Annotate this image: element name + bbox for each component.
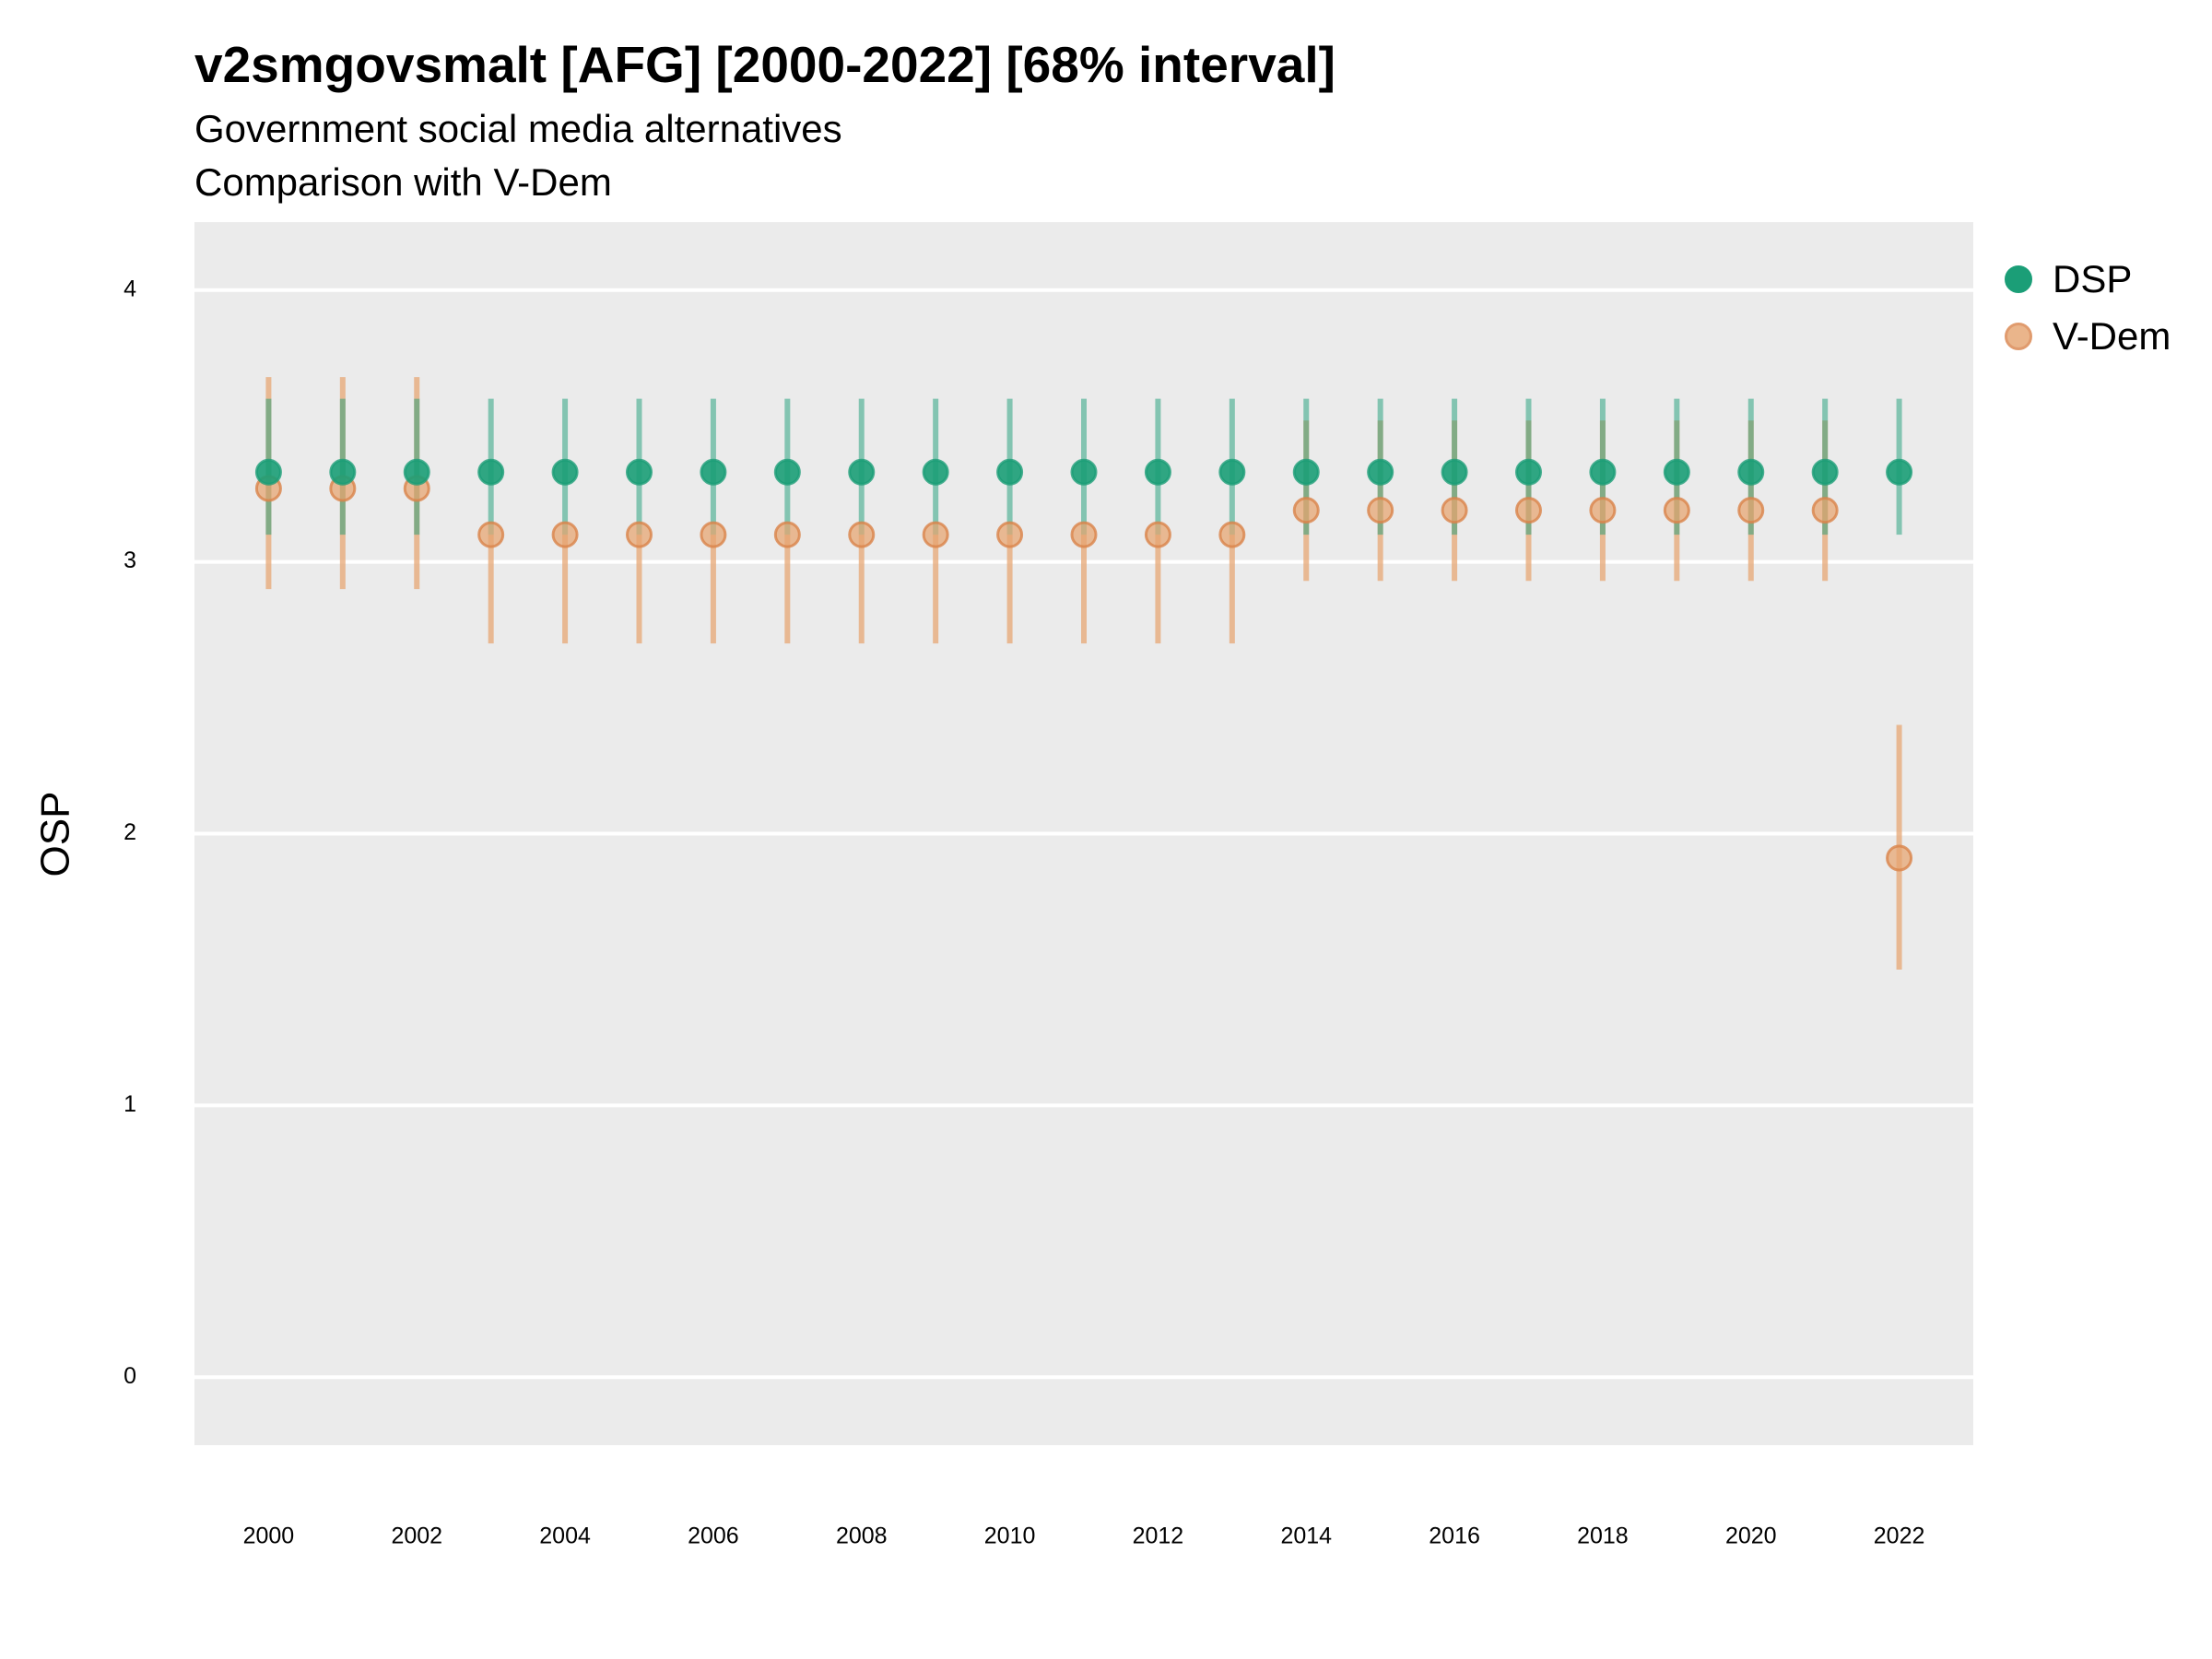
- point-dsp: [700, 458, 727, 486]
- x-tick-label: 2000: [243, 1524, 295, 1549]
- point-vdem: [1070, 521, 1098, 548]
- x-tick-label: 2014: [1280, 1524, 1332, 1549]
- y-tick-label: 1: [124, 1091, 136, 1117]
- point-dsp: [626, 458, 653, 486]
- point-dsp: [1144, 458, 1171, 486]
- point-dsp: [1218, 458, 1246, 486]
- point-vdem: [1663, 497, 1690, 524]
- point-dsp: [1070, 458, 1098, 486]
- point-vdem: [1292, 497, 1320, 524]
- legend-swatch-vdem: [2005, 323, 2032, 350]
- point-dsp: [773, 458, 801, 486]
- chart-title: v2smgovsmalt [AFG] [2000-2022] [68% inte…: [194, 36, 1335, 93]
- point-vdem: [1367, 497, 1394, 524]
- x-tick-label: 2020: [1725, 1524, 1777, 1549]
- x-tick-label: 2008: [836, 1524, 888, 1549]
- point-dsp: [329, 458, 357, 486]
- legend-item-vdem: V-Dem: [2005, 308, 2171, 365]
- point-dsp: [1737, 458, 1765, 486]
- chart-subtitle: Government social media alternatives: [194, 107, 842, 150]
- point-vdem: [996, 521, 1024, 548]
- point-dsp: [403, 458, 430, 486]
- point-dsp: [1367, 458, 1394, 486]
- point-vdem: [1589, 497, 1617, 524]
- point-vdem: [1441, 497, 1468, 524]
- legend-item-dsp: DSP: [2005, 251, 2171, 308]
- point-dsp: [1515, 458, 1542, 486]
- y-tick-label: 3: [124, 547, 136, 573]
- point-dsp: [1589, 458, 1617, 486]
- y-axis-label: OSP: [33, 792, 78, 877]
- point-vdem: [700, 521, 727, 548]
- point-vdem: [551, 521, 579, 548]
- x-tick-label: 2004: [539, 1524, 591, 1549]
- x-tick-label: 2018: [1577, 1524, 1629, 1549]
- point-dsp: [996, 458, 1024, 486]
- point-vdem: [922, 521, 949, 548]
- point-dsp: [1441, 458, 1468, 486]
- point-vdem: [626, 521, 653, 548]
- x-tick-label: 2012: [1133, 1524, 1184, 1549]
- x-tick-label: 2006: [688, 1524, 739, 1549]
- point-vdem: [477, 521, 505, 548]
- point-vdem: [773, 521, 801, 548]
- point-dsp: [1811, 458, 1839, 486]
- x-tick-label: 2016: [1429, 1524, 1480, 1549]
- x-tick-label: 2022: [1874, 1524, 1925, 1549]
- legend-label-vdem: V-Dem: [2053, 314, 2171, 358]
- point-dsp: [254, 458, 282, 486]
- point-dsp: [1663, 458, 1690, 486]
- point-dsp: [551, 458, 579, 486]
- y-tick-label: 4: [124, 276, 136, 301]
- legend-label-dsp: DSP: [2053, 257, 2133, 300]
- chart-caption: Comparison with V-Dem: [194, 160, 612, 204]
- legend: DSP V-Dem: [2005, 251, 2171, 365]
- point-dsp: [1292, 458, 1320, 486]
- x-tick-label: 2010: [984, 1524, 1036, 1549]
- point-vdem: [1811, 497, 1839, 524]
- point-vdem: [848, 521, 876, 548]
- legend-swatch-dsp: [2005, 265, 2032, 293]
- point-vdem: [1144, 521, 1171, 548]
- point-dsp: [848, 458, 876, 486]
- x-tick-label: 2002: [391, 1524, 442, 1549]
- point-vdem: [1218, 521, 1246, 548]
- point-dsp: [1886, 458, 1913, 486]
- point-vdem: [1515, 497, 1542, 524]
- point-dsp: [922, 458, 949, 486]
- point-vdem: [1886, 844, 1913, 872]
- y-tick-label: 2: [124, 819, 136, 845]
- point-vdem: [1737, 497, 1765, 524]
- y-tick-label: 0: [124, 1363, 136, 1389]
- point-dsp: [477, 458, 505, 486]
